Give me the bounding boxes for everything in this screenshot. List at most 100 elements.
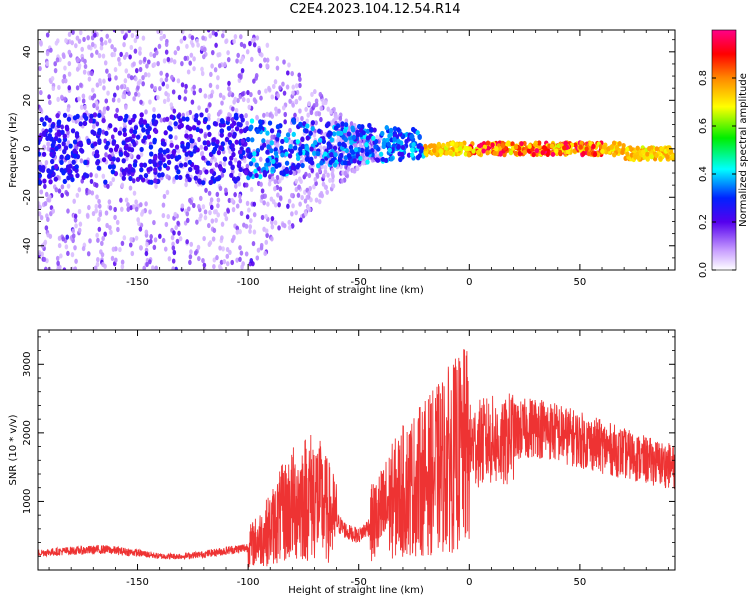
spectrogram-cell <box>114 75 118 81</box>
spectrogram-cell <box>218 166 224 172</box>
spectrogram-cell <box>164 90 168 97</box>
spectrogram-cell <box>101 53 106 59</box>
spectrogram-cell <box>172 108 177 114</box>
spectrogram-cell <box>373 138 379 145</box>
spectrogram-cell <box>184 83 188 90</box>
spectrogram-cell <box>240 138 245 144</box>
spectrogram-cell <box>283 111 288 118</box>
spectrogram-cell <box>124 113 129 119</box>
spectrogram-cell <box>57 84 61 91</box>
spectrogram-cell <box>279 170 284 176</box>
spectrogram-cell <box>99 45 104 51</box>
spectrogram-cell <box>314 197 319 203</box>
spectrogram-cell <box>95 153 100 159</box>
spectrogram-cell <box>49 151 54 157</box>
spectrogram-cell <box>290 211 294 217</box>
spectrogram-cell <box>152 219 156 226</box>
spectrogram-cell <box>264 239 269 245</box>
spectrogram-cell <box>180 61 184 67</box>
spectrogram-cell <box>168 126 173 132</box>
spectrogram-cell <box>153 178 158 184</box>
spectrogram-cell <box>190 99 195 105</box>
spectrogram-cell <box>95 82 100 88</box>
spectrogram-cell <box>522 149 528 155</box>
spectrogram-ylabel: Frequency (Hz) <box>8 112 19 188</box>
spectrogram-cell <box>53 135 59 142</box>
spectrogram-cell <box>611 140 617 146</box>
spectrogram-cell <box>65 234 70 240</box>
spectrogram-cell <box>202 235 206 242</box>
spectrogram-cell <box>230 197 235 204</box>
spectrogram-cell <box>128 175 133 182</box>
x-tick-label: 50 <box>574 577 587 588</box>
spectrogram-cell <box>257 47 262 54</box>
spectrogram-cell <box>78 142 84 148</box>
spectrogram-cell <box>510 141 515 147</box>
spectrogram-cell <box>176 78 181 84</box>
spectrogram-cell <box>388 127 394 133</box>
spectrogram-cell <box>210 50 215 56</box>
spectrogram-cell <box>340 178 344 184</box>
spectrogram-cell <box>189 199 194 205</box>
spectrogram-cell <box>290 192 294 199</box>
spectrogram-cell <box>262 200 266 206</box>
spectrogram-cell <box>86 138 91 144</box>
spectrogram-cell <box>261 138 266 144</box>
spectrogram-cell <box>159 70 163 76</box>
spectrogram-cell <box>133 37 138 44</box>
spectrogram-cell <box>247 207 251 213</box>
spectrogram-cell <box>95 194 99 200</box>
spectrogram-cell <box>87 189 92 195</box>
spectrogram-cell <box>164 221 169 228</box>
spectrogram-cell <box>635 145 640 151</box>
spectrogram-cell <box>270 176 275 182</box>
spectrogram-cell <box>188 133 193 140</box>
spectrogram-cell <box>249 218 253 224</box>
spectrogram-cell <box>295 116 300 122</box>
spectrogram-cell <box>259 52 264 58</box>
spectrogram-cell <box>304 211 308 217</box>
spectrogram-cell <box>328 130 333 137</box>
spectrogram-cell <box>172 249 177 256</box>
spectrogram-cell <box>340 121 345 127</box>
spectrogram-cell <box>126 206 131 212</box>
spectrogram-cell <box>290 117 296 123</box>
spectrogram-cell <box>281 105 286 111</box>
spectrogram-cell <box>111 140 116 146</box>
spectrogram-cell <box>124 143 129 149</box>
spectrogram-cell <box>94 208 98 214</box>
spectrogram-cell <box>233 96 238 102</box>
spectrogram-cell <box>135 134 141 140</box>
spectrogram-cell <box>319 105 324 112</box>
spectrogram-cell <box>602 144 607 150</box>
spectrogram-cell <box>329 152 334 158</box>
spectrogram-cell <box>217 51 222 58</box>
spectrogram-cell <box>178 118 183 124</box>
spectrogram-cell <box>176 148 181 154</box>
spectrogram-cell <box>156 113 162 119</box>
spectrogram-cell <box>198 128 204 134</box>
spectrogram-cell <box>319 190 324 197</box>
spectrogram-cell <box>66 208 70 214</box>
spectrogram-cell <box>305 118 310 124</box>
spectrogram-cell <box>159 30 163 36</box>
spectrogram-cell <box>88 118 93 124</box>
spectrogram-cell <box>119 51 123 57</box>
spectrogram-cell <box>273 179 278 185</box>
spectrogram-cell <box>38 139 41 146</box>
spectrogram-cell <box>171 258 176 264</box>
spectrogram-cell <box>79 104 84 110</box>
spectrogram-cell <box>113 214 117 220</box>
spectrogram-cell <box>270 134 274 140</box>
spectrogram-cell <box>174 224 178 231</box>
spectrogram-cell <box>59 159 64 165</box>
spectrogram-cell <box>214 209 218 215</box>
spectrogram-cell <box>238 193 242 199</box>
spectrogram-cell <box>178 162 184 168</box>
spectrogram-cell <box>410 147 415 153</box>
spectrogram-cell <box>135 33 140 40</box>
spectrogram-cell <box>237 181 242 187</box>
spectrogram-cell <box>176 220 180 226</box>
spectrogram-cell <box>238 166 243 173</box>
spectrogram-cell <box>281 81 285 87</box>
